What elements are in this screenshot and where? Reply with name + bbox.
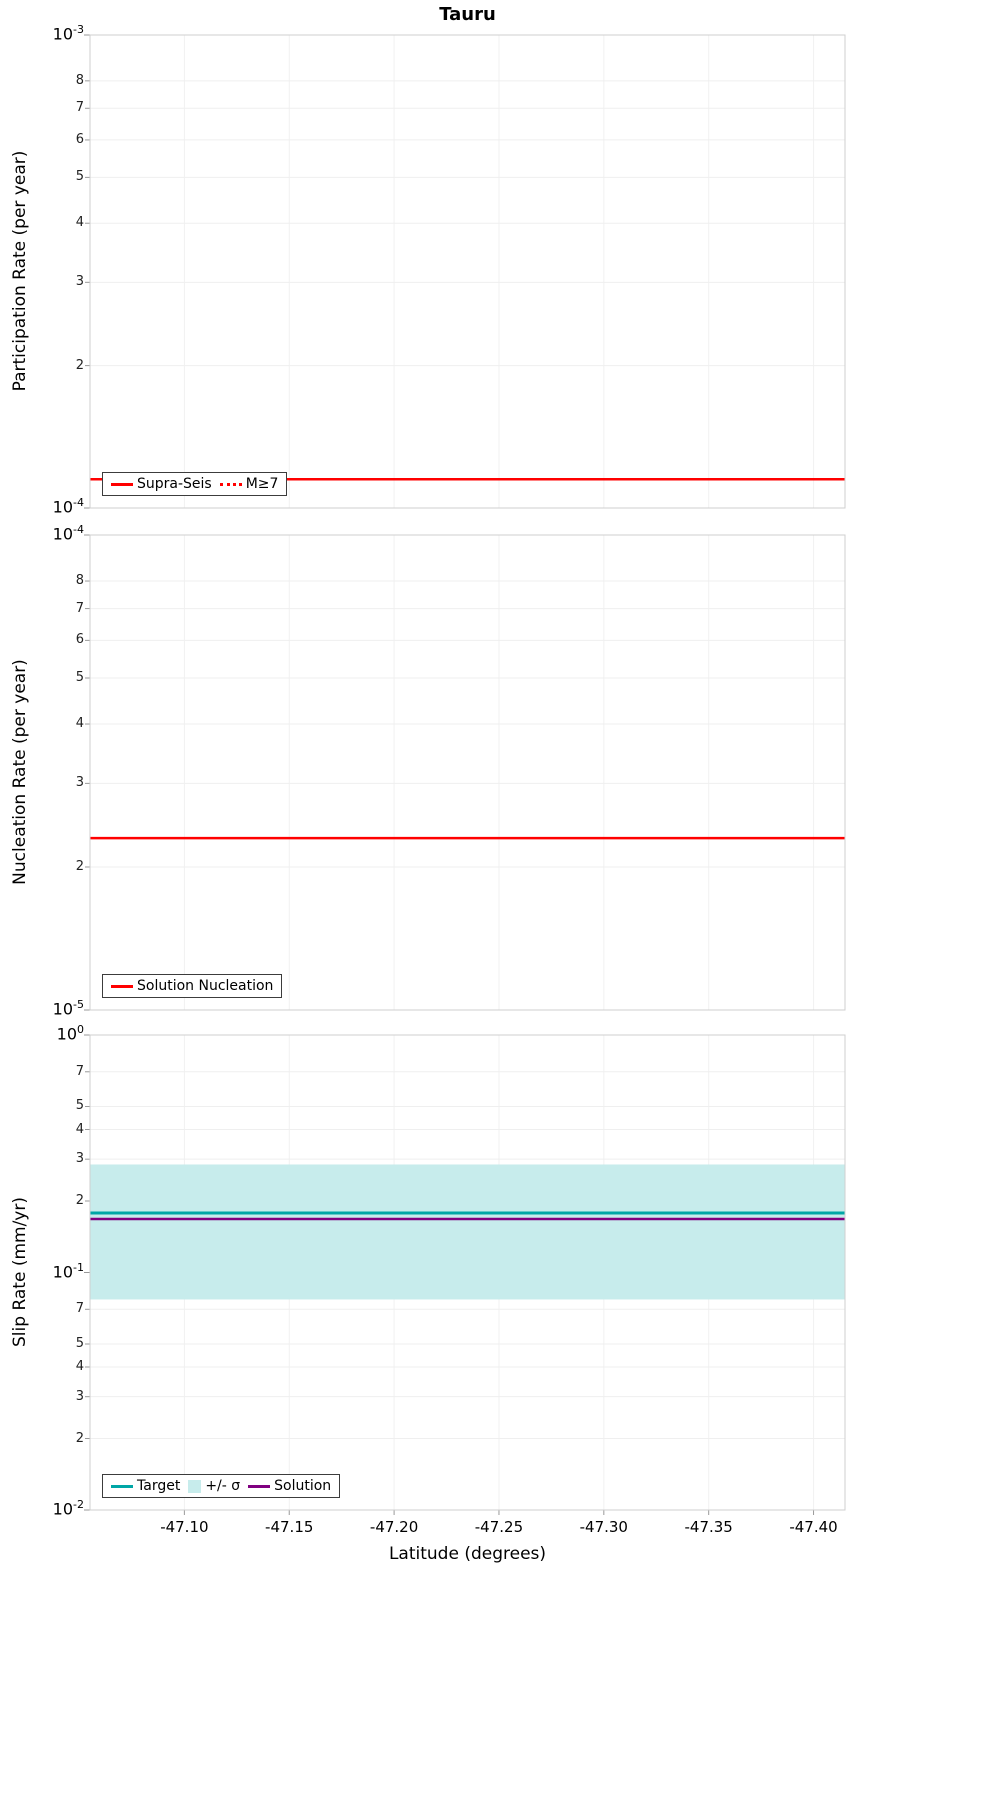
x-tick-label: -47.30 <box>579 1518 628 1536</box>
legend-patch-sample-icon <box>188 1479 202 1493</box>
y-minor-tick-label: 8 <box>75 573 84 589</box>
y-minor-tick-label: 4 <box>75 215 84 231</box>
y-minor-tick-label: 2 <box>75 1193 84 1208</box>
x-tick-label: -47.10 <box>160 1518 209 1536</box>
y-minor-tick-label: 5 <box>75 169 84 185</box>
y-minor-tick-label: 7 <box>75 100 84 116</box>
y-minor-tick-label: 8 <box>75 72 84 88</box>
y-minor-tick-label: 2 <box>75 859 84 874</box>
legend-label: Solution <box>274 1478 332 1494</box>
x-tick-label: -47.25 <box>474 1518 524 1536</box>
panel-participation: Supra-Seis M≥7 <box>84 34 846 509</box>
legend-nucleation: Solution Nucleation <box>102 974 283 998</box>
legend-item[interactable]: Solution Nucleation <box>111 978 273 994</box>
x-tick-label: -47.20 <box>369 1518 419 1536</box>
legend-line-sample-icon <box>111 1484 133 1488</box>
legend-label: Supra-Seis <box>137 476 212 492</box>
legend-item[interactable]: Supra-Seis <box>111 476 212 492</box>
sigma-band <box>90 1164 845 1300</box>
chart-title: Tauru <box>439 4 496 25</box>
legend-item[interactable]: Target <box>111 1478 180 1494</box>
y-minor-tick-label: 3 <box>75 775 84 791</box>
legend-label: Target <box>137 1478 181 1494</box>
y-tick-label: 10-4 <box>52 523 84 544</box>
x-tick-label: -47.35 <box>684 1518 733 1536</box>
y-minor-tick-label: 2 <box>75 1430 84 1446</box>
y-minor-tick-label: 5 <box>75 1098 84 1114</box>
y-minor-tick-label: 7 <box>75 600 84 616</box>
legend-label: +/- σ <box>205 1478 241 1494</box>
legend-line-sample-icon <box>248 1484 271 1488</box>
plot-area-nucleation <box>84 534 846 1011</box>
y-minor-tick-label: 7 <box>75 1301 84 1317</box>
legend-participation: Supra-Seis M≥7 <box>102 472 288 496</box>
y-minor-tick-label: 6 <box>75 632 84 648</box>
x-tick-label: -47.15 <box>265 1518 314 1536</box>
y-minor-tick-label: 3 <box>75 1151 84 1167</box>
panel-slip-rate: Target +/- σ Solution <box>84 1034 846 1515</box>
y-minor-tick-label: 5 <box>75 1335 84 1351</box>
y-axis-title-nucleation: Nucleation Rate (per year) <box>10 659 30 885</box>
legend-item[interactable]: M≥7 <box>219 476 279 492</box>
y-minor-tick-label: 4 <box>75 716 84 732</box>
y-tick-label: 10-5 <box>52 998 84 1019</box>
legend-line-sample-icon <box>111 482 133 486</box>
y-tick-label: 100 <box>56 1023 84 1044</box>
legend-item[interactable]: Solution <box>248 1478 331 1494</box>
y-minor-tick-label: 3 <box>75 274 84 290</box>
plot-area-slip-rate <box>84 1034 846 1515</box>
x-tick-label: -47.40 <box>789 1518 838 1536</box>
y-tick-label: 10-3 <box>52 23 84 44</box>
y-minor-tick-label: 6 <box>75 131 84 147</box>
y-minor-tick-label: 5 <box>75 669 84 685</box>
legend-item[interactable]: +/- σ <box>188 1478 240 1494</box>
panel-nucleation: Solution Nucleation <box>84 534 846 1011</box>
y-axis-title-participation: Participation Rate (per year) <box>10 150 30 392</box>
y-tick-label: 10-2 <box>52 1498 84 1519</box>
y-tick-label: 10-1 <box>52 1260 84 1281</box>
legend-slip-rate: Target +/- σ Solution <box>102 1474 341 1498</box>
x-axis-title: Latitude (degrees) <box>388 1544 547 1564</box>
legend-label: Solution Nucleation <box>137 978 274 994</box>
legend-line-sample-icon <box>219 482 242 486</box>
y-minor-tick-label: 4 <box>75 1121 84 1137</box>
legend-label: M≥7 <box>245 476 279 492</box>
y-minor-tick-label: 2 <box>75 357 84 373</box>
legend-line-sample-icon <box>111 984 133 988</box>
y-minor-tick-label: 4 <box>75 1359 84 1374</box>
plot-area-participation <box>84 34 846 509</box>
y-minor-tick-label: 7 <box>75 1063 84 1079</box>
y-minor-tick-label: 3 <box>75 1388 84 1404</box>
y-tick-label: 10-4 <box>52 496 84 517</box>
